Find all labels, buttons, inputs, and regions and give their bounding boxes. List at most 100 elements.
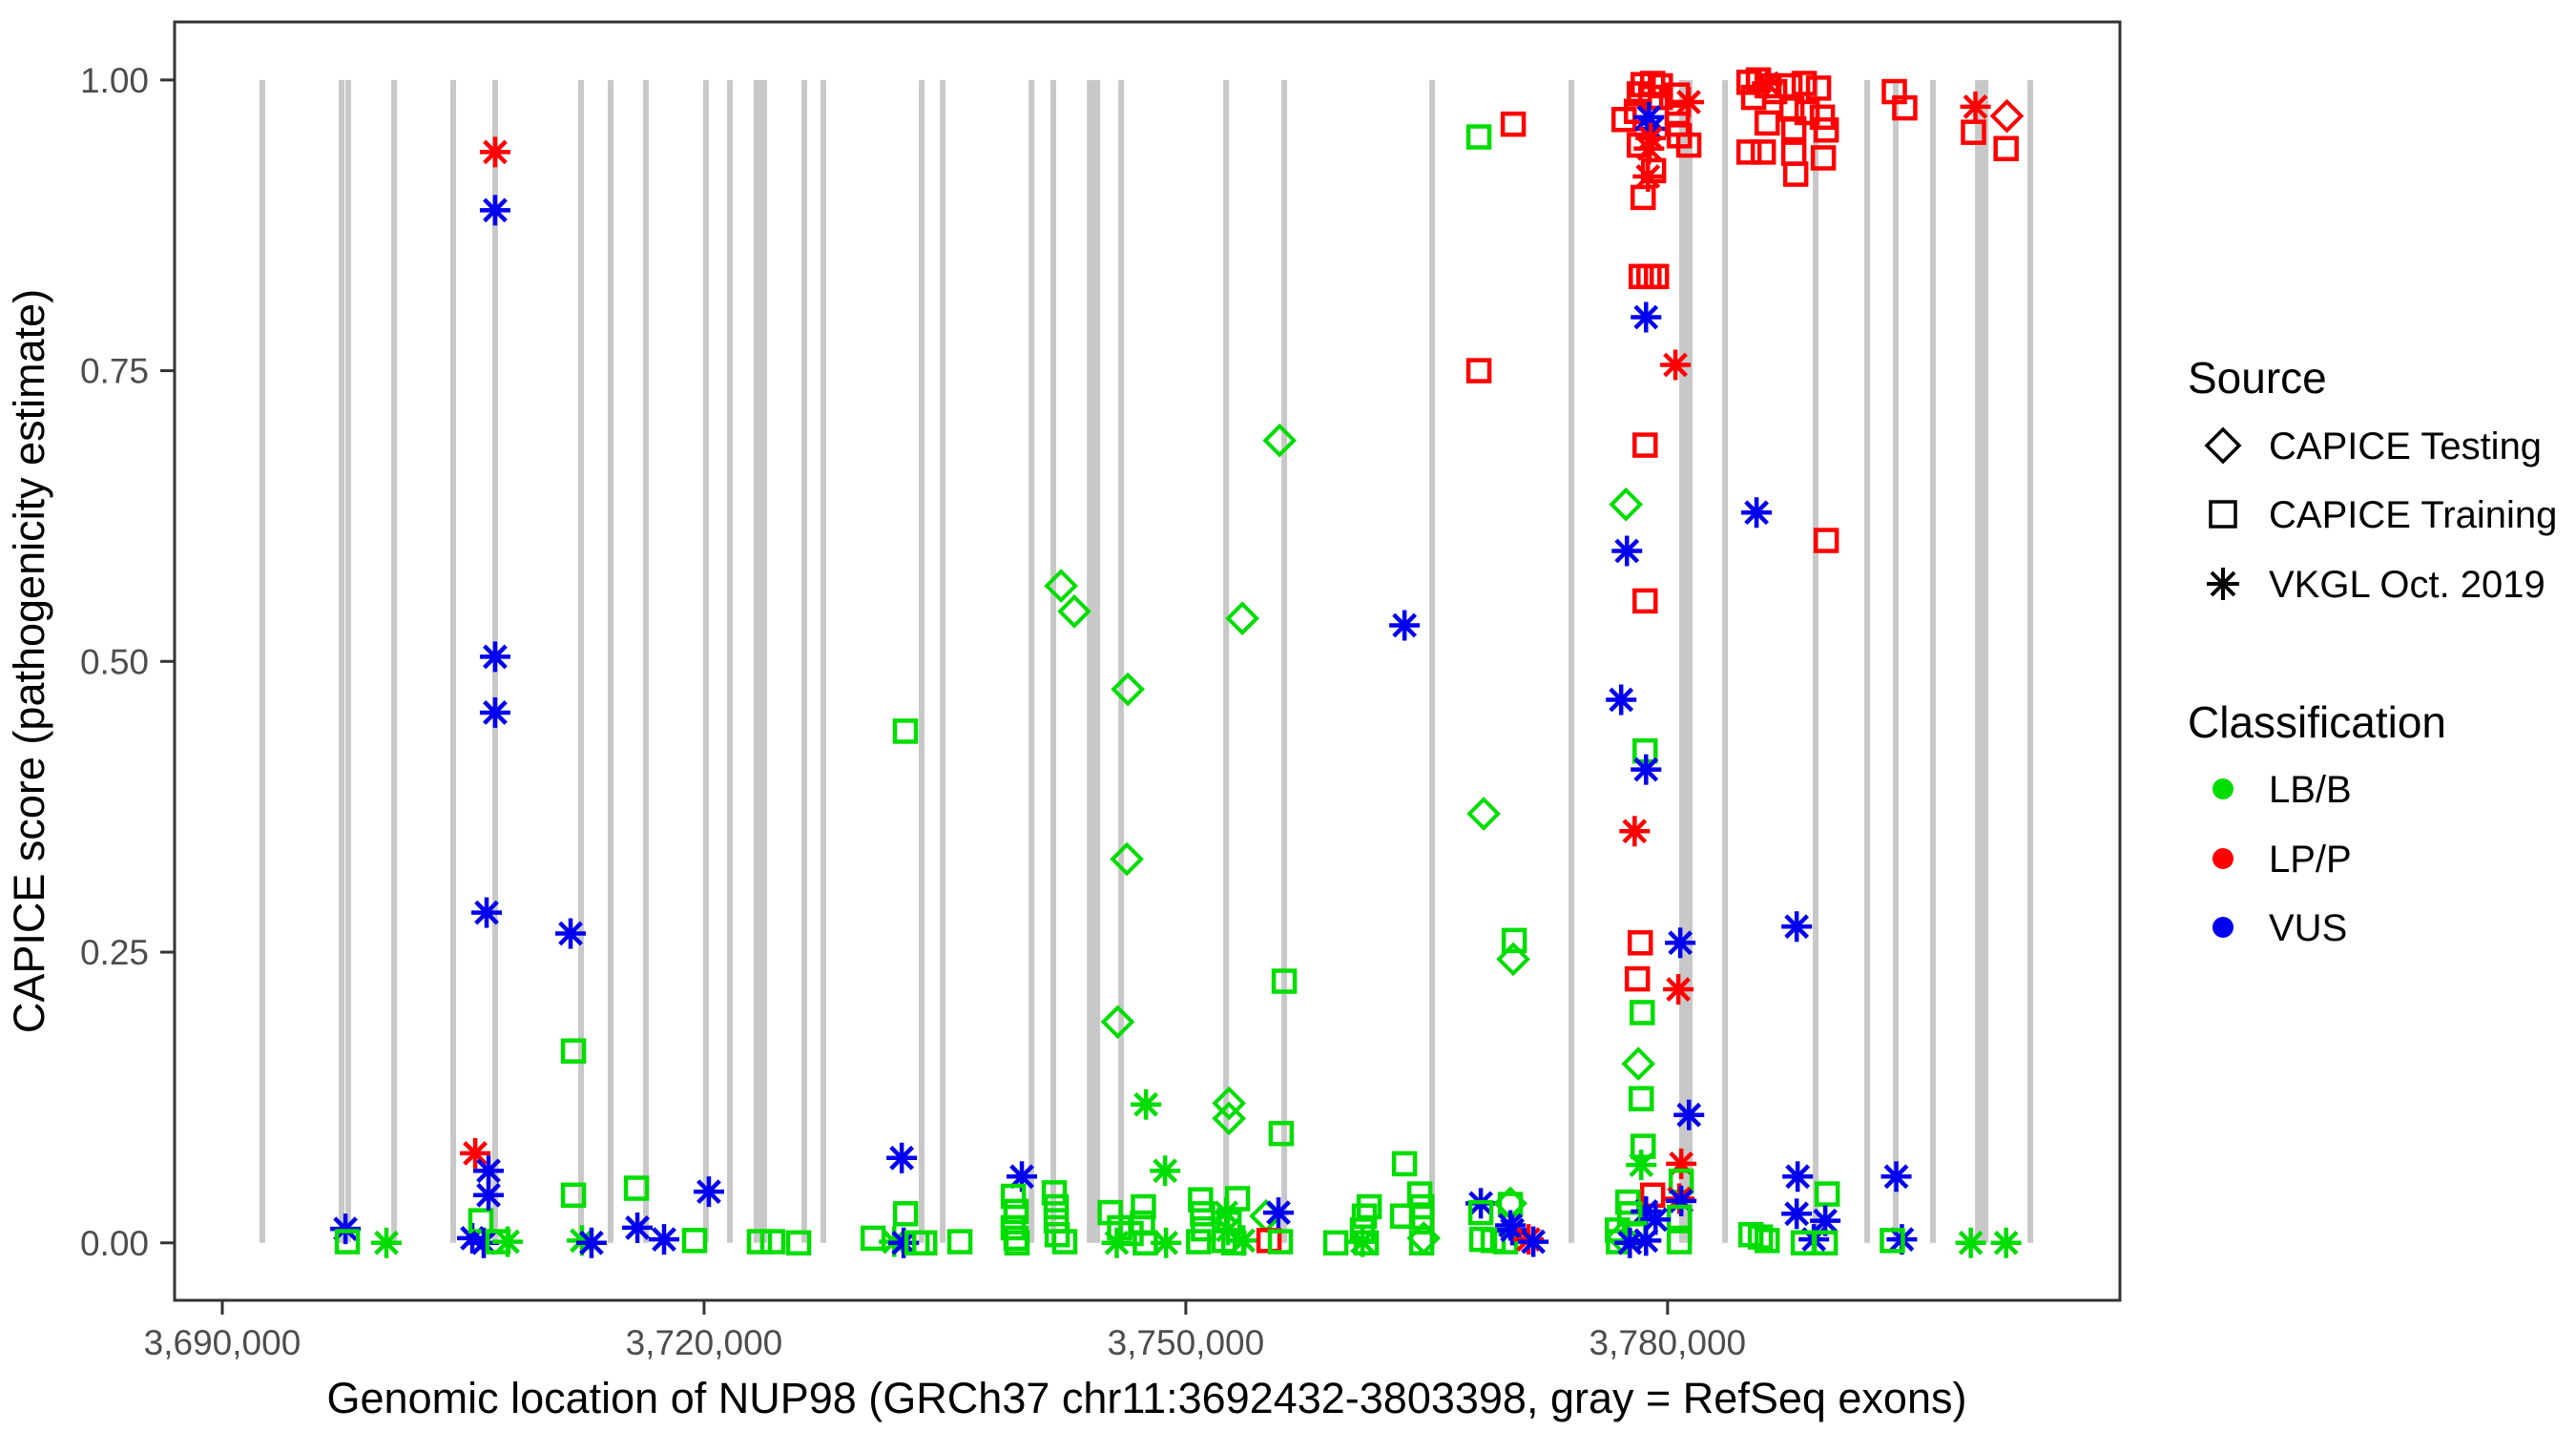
data-point-asterisk (1611, 535, 1643, 567)
data-points-layer (330, 67, 2025, 1258)
data-point-diamond (1496, 942, 1530, 977)
data-point-square (1131, 1193, 1156, 1220)
data-point-asterisk (473, 1179, 505, 1211)
data-point-asterisk (1781, 911, 1813, 943)
data-point-asterisk (693, 1176, 724, 1208)
legend-source: Source CAPICE Testing CAPICE Training VK… (2188, 353, 2557, 606)
data-point-square (1353, 1230, 1380, 1256)
data-point-square (892, 718, 919, 744)
data-point-asterisk (1631, 754, 1662, 785)
data-point-asterisk (1955, 1227, 1986, 1258)
data-point-asterisk (1781, 1198, 1813, 1230)
data-point-square (1186, 1229, 1212, 1255)
data-point-diamond (1212, 1101, 1246, 1136)
data-point-square (1631, 184, 1656, 211)
data-point-asterisk (1660, 349, 1692, 381)
data-point-square (1666, 1204, 1693, 1231)
legend-item-label: CAPICE Testing (2269, 425, 2542, 467)
legend-item-capice-testing: CAPICE Testing (2204, 425, 2542, 467)
data-point-square (560, 1038, 587, 1064)
data-point-square (1790, 1230, 1817, 1256)
legend-item-label: CAPICE Training (2269, 494, 2557, 536)
x-tick-label: 3,720,000 (626, 1323, 783, 1362)
x-tick-label: 3,690,000 (144, 1323, 301, 1362)
y-tick-label: 0.75 (80, 352, 149, 391)
data-point-asterisk (479, 195, 510, 226)
data-point-asterisk (1626, 1150, 1657, 1181)
data-point-diamond (1100, 1005, 1135, 1040)
data-point-square (1004, 1230, 1030, 1256)
data-point-diamond (1609, 487, 1644, 522)
data-point-square (1627, 930, 1653, 956)
data-point-square (946, 1229, 973, 1255)
data-point-asterisk (1673, 1099, 1705, 1130)
data-point-square (1003, 1198, 1029, 1225)
data-point-square (1640, 157, 1667, 184)
lbb-color-dot-icon (2212, 778, 2233, 799)
data-point-diamond (1989, 98, 2025, 134)
data-point-square (1188, 1187, 1214, 1213)
data-point-asterisk (1960, 91, 1991, 122)
data-point-square (1961, 119, 1986, 145)
legend-classification: Classification LB/B LP/P VUS (2188, 697, 2446, 949)
data-point-diamond (1262, 423, 1298, 458)
y-tick-label: 0.00 (80, 1224, 149, 1263)
lpp-color-dot-icon (2212, 848, 2233, 869)
legend-item-label: VUS (2269, 907, 2347, 949)
data-point-square (860, 1225, 886, 1252)
legend-item-label: LB/B (2269, 769, 2352, 811)
data-point-square (1624, 965, 1651, 992)
x-tick-label: 3,780,000 (1589, 1323, 1747, 1362)
data-point-square (1632, 432, 1658, 458)
data-point-square (1750, 139, 1776, 165)
data-point-square (467, 1208, 494, 1234)
refseq-exon-lines-layer (259, 79, 2034, 1243)
data-point-square (1740, 84, 1767, 111)
data-point-asterisk (1632, 160, 1664, 192)
data-point-square (759, 1229, 786, 1255)
data-point-asterisk (886, 1142, 918, 1173)
y-tick-label: 0.50 (80, 642, 149, 681)
data-point-asterisk (1752, 68, 1783, 99)
legend-item-label: VKGL Oct. 2019 (2269, 564, 2545, 606)
x-tick-label: 3,750,000 (1108, 1323, 1265, 1362)
data-point-square (911, 1230, 938, 1256)
data-point-square (1051, 1229, 1078, 1255)
data-point-asterisk (1131, 1089, 1162, 1120)
data-point-square (681, 1228, 708, 1254)
data-point-square (1993, 135, 2019, 161)
data-point-diamond (1111, 672, 1145, 707)
legend-item-label: LP/P (2269, 839, 2352, 881)
data-point-asterisk (1614, 1227, 1646, 1258)
data-point-asterisk (479, 136, 510, 168)
data-point-square (1501, 927, 1527, 954)
data-point-square (746, 1229, 773, 1255)
data-point-asterisk (1741, 497, 1773, 529)
data-point-asterisk (460, 1137, 491, 1169)
data-point-asterisk (1389, 610, 1421, 641)
y-axis-title: CAPICE score (pathogenicity estimate) (5, 289, 53, 1033)
data-point-asterisk (1606, 684, 1637, 716)
data-point-square (1813, 528, 1839, 553)
data-point-asterisk (1631, 301, 1662, 333)
data-point-asterisk (371, 1227, 403, 1258)
data-point-asterisk (1880, 1161, 1912, 1192)
data-point-square (1271, 968, 1298, 994)
data-point-square (1220, 1230, 1247, 1256)
square-marker-icon (2209, 500, 2237, 529)
data-point-square (1267, 1229, 1294, 1255)
data-point-square (1268, 1120, 1295, 1147)
data-point-square (1500, 111, 1527, 137)
data-point-square (1754, 110, 1780, 136)
data-point-square (560, 1182, 587, 1209)
data-point-asterisk (1150, 1155, 1181, 1187)
data-point-square (1791, 71, 1818, 96)
data-point-square (334, 1229, 361, 1255)
data-point-asterisk (479, 696, 510, 728)
data-point-square (1632, 588, 1658, 614)
data-point-asterisk (622, 1212, 654, 1243)
data-point-square (1000, 1183, 1027, 1210)
data-point-asterisk (1518, 1226, 1549, 1257)
data-point-diamond (1212, 1086, 1246, 1121)
